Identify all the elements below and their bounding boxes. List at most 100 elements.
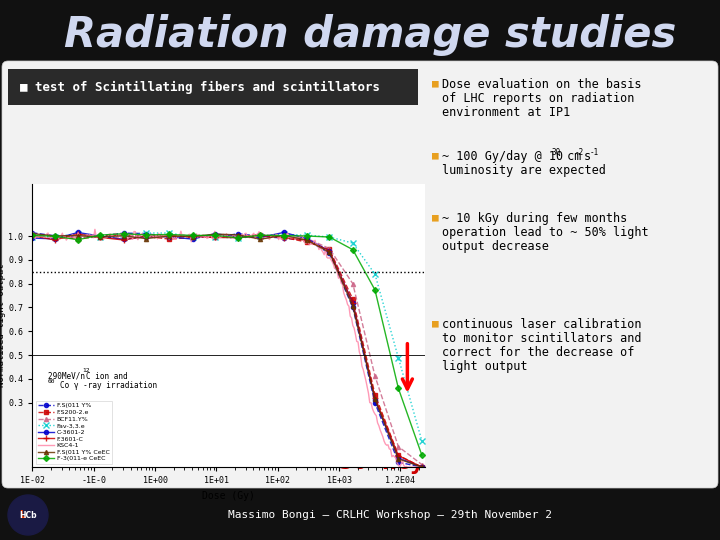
F.S(011 Y% CeEC (96, 234, 104, 240)
C-3601-2 (189, 236, 197, 242)
Line: KSC4-1: KSC4-1 (32, 230, 422, 467)
BCF11.Y% (50, 233, 59, 240)
F.S(011 Y% CeEC (303, 237, 312, 244)
F.S(011 Y% (120, 230, 128, 237)
F.S(011 Y% CeEC (279, 232, 288, 239)
F.3601-C (28, 232, 37, 239)
F.S200-2.e (394, 452, 402, 458)
KSC4-1 (260, 234, 269, 241)
Text: 30: 30 (552, 148, 562, 157)
F.S200-2.e (96, 233, 104, 240)
Fav-3,3.e (96, 234, 104, 240)
F-3(011-e CeEC (348, 246, 357, 253)
Text: Dose evaluation on the basis: Dose evaluation on the basis (442, 78, 642, 91)
C-3601-2 (256, 234, 265, 241)
Fav-3,3.e (141, 230, 150, 236)
F.3601-C (256, 232, 265, 239)
Fav-3,3.e (303, 232, 312, 239)
KSC4-1 (261, 235, 270, 242)
F.3601-C (348, 300, 357, 306)
BCF11.Y% (325, 245, 333, 252)
Fav-3,3.e (325, 234, 333, 240)
F.S200-2.e (50, 234, 59, 240)
F.3601-C (50, 237, 59, 243)
F.3601-C (325, 248, 333, 254)
F.S(011 Y% CeEC (165, 233, 174, 239)
F.S(011 Y% (371, 400, 379, 406)
F-3(011-e CeEC (418, 452, 426, 458)
F-3(011-e CeEC (28, 232, 37, 239)
BCF11.Y% (189, 233, 197, 239)
F.3601-C (73, 231, 82, 237)
Text: light output: light output (442, 360, 528, 373)
KSC4-1 (400, 464, 409, 470)
Text: operation lead to ~ 50% light: operation lead to ~ 50% light (442, 226, 649, 239)
BCF11.Y% (210, 232, 219, 239)
Text: 60: 60 (48, 379, 55, 384)
F.3601-C (210, 234, 219, 241)
Text: L: L (19, 510, 25, 520)
Fav-3,3.e (73, 231, 82, 237)
Text: luminosity are expected: luminosity are expected (442, 164, 606, 177)
F-3(011-e CeEC (256, 232, 265, 238)
F.S(011 Y% CeEC (394, 456, 402, 462)
Text: 290MeV/n: 290MeV/n (48, 372, 90, 381)
F.3601-C (303, 237, 312, 244)
C-3601-2 (28, 235, 37, 241)
F.3601-C (418, 464, 426, 470)
F.S(011 Y% CeEC (50, 233, 59, 239)
BCF11.Y% (394, 443, 402, 450)
Line: F.S(011 Y% CeEC: F.S(011 Y% CeEC (30, 232, 424, 469)
F.S(011 Y% CeEC (189, 233, 197, 240)
BCF11.Y% (303, 235, 312, 241)
Text: 12: 12 (82, 368, 90, 373)
BCF11.Y% (234, 234, 243, 240)
Text: ~ 100 Gy/day @ 10: ~ 100 Gy/day @ 10 (442, 150, 563, 163)
F.S200-2.e (256, 231, 265, 238)
F.S(011 Y% (50, 233, 59, 239)
F.S200-2.e (279, 234, 288, 241)
BCF11.Y% (418, 461, 426, 468)
F.S(011 Y% (394, 459, 402, 465)
F-3(011-e CeEC (50, 233, 59, 240)
F.S200-2.e (348, 296, 357, 302)
BCF11.Y% (96, 234, 104, 240)
BCF11.Y% (73, 235, 82, 241)
Line: BCF11.Y%: BCF11.Y% (30, 233, 424, 467)
F.3601-C (279, 234, 288, 241)
F-3(011-e CeEC (371, 287, 379, 293)
Bar (0, 490, 720, 540)
F-3(011-e CeEC (165, 231, 174, 238)
F.3601-C (371, 395, 379, 401)
Text: ■: ■ (432, 212, 438, 222)
F.3601-C (120, 237, 128, 243)
C-3601-2 (279, 229, 288, 235)
F.3601-C (165, 233, 174, 239)
F-3(011-e CeEC (120, 231, 128, 237)
Text: to monitor scintillators and: to monitor scintillators and (442, 332, 642, 345)
F.S(011 Y% (28, 230, 37, 236)
F.S200-2.e (234, 233, 243, 240)
F.S(011 Y% (303, 237, 312, 244)
KSC4-1 (91, 226, 99, 233)
C-3601-2 (418, 464, 426, 470)
F.S(011 Y% (210, 234, 219, 241)
KSC4-1 (30, 230, 38, 236)
F-3(011-e CeEC (394, 385, 402, 392)
F-3(011-e CeEC (73, 237, 82, 243)
F.S200-2.e (73, 235, 82, 242)
F.S(011 Y% (279, 235, 288, 241)
BCF11.Y% (348, 280, 357, 287)
F.3601-C (96, 234, 104, 241)
FancyBboxPatch shape (2, 61, 718, 488)
F.S(011 Y% (418, 464, 426, 470)
Line: F-3(011-e CeEC: F-3(011-e CeEC (30, 232, 424, 457)
X-axis label: Dose (Gy): Dose (Gy) (202, 491, 255, 501)
F.3601-C (234, 234, 243, 241)
C-3601-2 (210, 231, 219, 237)
Line: F.S200-2.e: F.S200-2.e (30, 232, 424, 469)
F.S200-2.e (141, 233, 150, 240)
Line: Fav-3,3.e: Fav-3,3.e (30, 230, 425, 444)
C-3601-2 (371, 397, 379, 403)
F.3601-C (189, 233, 197, 240)
